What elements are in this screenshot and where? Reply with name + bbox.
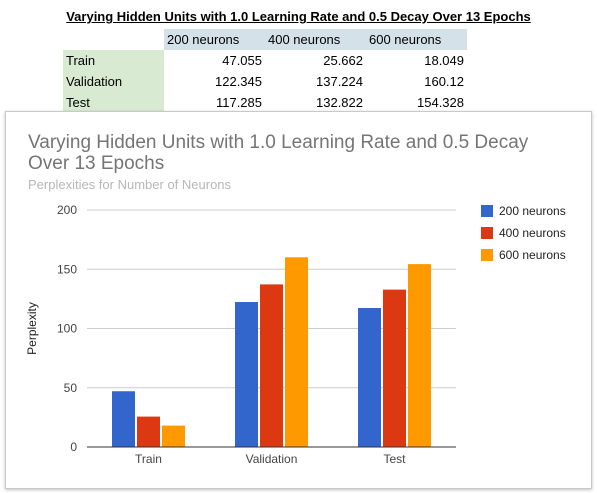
- row-header[interactable]: Train: [63, 50, 164, 71]
- bar: [112, 391, 135, 447]
- y-tick-label: 150: [57, 262, 77, 276]
- bar: [162, 425, 185, 447]
- column-header[interactable]: 600 neurons: [366, 29, 467, 50]
- y-axis-label: Perplexity: [25, 302, 39, 355]
- legend-label: 400 neurons: [499, 226, 566, 240]
- column-header[interactable]: 200 neurons: [164, 29, 265, 50]
- table-cell[interactable]: 137.224: [316, 74, 363, 89]
- table-cell[interactable]: 160.12: [424, 74, 464, 89]
- bar: [235, 302, 258, 447]
- table-cell[interactable]: 25.662: [323, 53, 363, 68]
- table-cell[interactable]: 154.328: [417, 95, 464, 110]
- chart-title: Varying Hidden Units with 1.0 Learning R…: [28, 132, 529, 153]
- data-table: 200 neurons 400 neurons 600 neurons Trai…: [63, 29, 467, 113]
- table-row: Train 47.055 25.662 18.049: [63, 50, 467, 71]
- legend-swatch: [481, 205, 493, 217]
- bar: [260, 284, 283, 447]
- y-tick-label: 50: [64, 381, 78, 395]
- y-tick-label: 200: [57, 203, 77, 217]
- y-tick-label: 0: [70, 440, 77, 454]
- column-header[interactable]: 400 neurons: [265, 29, 366, 50]
- table-cell[interactable]: 47.055: [222, 53, 262, 68]
- bar: [137, 416, 160, 447]
- bar: [383, 289, 406, 447]
- sheet-title: Varying Hidden Units with 1.0 Learning R…: [66, 9, 531, 24]
- table-cell[interactable]: 18.049: [424, 53, 464, 68]
- legend-swatch: [481, 227, 493, 239]
- table-header-row: 200 neurons 400 neurons 600 neurons: [63, 29, 467, 50]
- bar: [285, 257, 308, 447]
- chart-title: Over 13 Epochs: [28, 153, 164, 174]
- x-tick-label: Validation: [246, 452, 298, 466]
- bar: [358, 308, 381, 447]
- table-cell[interactable]: 117.285: [215, 95, 262, 110]
- legend-swatch: [481, 249, 493, 261]
- table-cell[interactable]: 122.345: [215, 74, 262, 89]
- table-row: Validation 122.345 137.224 160.12: [63, 71, 467, 92]
- table-row: Test 117.285 132.822 154.328: [63, 92, 467, 113]
- table-cell[interactable]: 132.822: [316, 95, 363, 110]
- row-header[interactable]: Validation: [63, 71, 164, 92]
- x-tick-label: Train: [135, 452, 162, 466]
- legend-label: 200 neurons: [499, 204, 566, 218]
- y-tick-label: 100: [57, 322, 77, 336]
- chart-subtitle: Perplexities for Number of Neurons: [28, 177, 232, 192]
- legend-label: 600 neurons: [499, 248, 566, 262]
- x-tick-label: Test: [383, 452, 406, 466]
- bar: [408, 264, 431, 447]
- row-header[interactable]: Test: [63, 92, 164, 113]
